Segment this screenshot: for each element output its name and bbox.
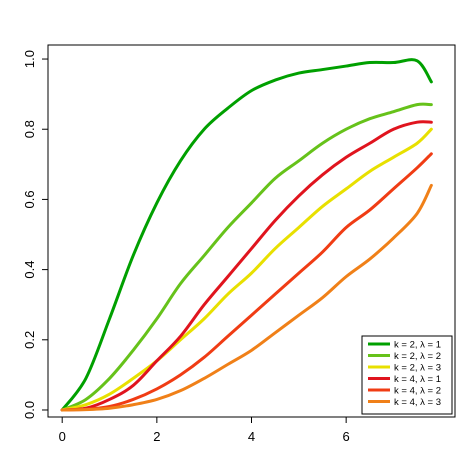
y-tick-label: 0.2 — [22, 331, 37, 349]
series-line-4 — [60, 120, 433, 412]
legend: k = 2, λ = 1k = 2, λ = 2k = 2, λ = 3k = … — [361, 335, 453, 415]
y-tick-label: 0.8 — [22, 120, 37, 138]
series-line-2 — [60, 102, 433, 412]
legend-label: k = 4, λ = 3 — [394, 397, 441, 408]
legend-label: k = 2, λ = 2 — [394, 351, 441, 362]
y-tick-label: 0.0 — [22, 401, 37, 419]
y-tick-label: 0.4 — [22, 261, 37, 279]
legend-label: k = 2, λ = 1 — [394, 340, 441, 351]
series-layer — [60, 58, 433, 412]
legend-label: k = 2, λ = 3 — [394, 363, 441, 374]
x-tick-label: 0 — [59, 429, 66, 444]
y-axis: 0.0 0.2 0.4 0.6 0.8 1.0 — [22, 50, 48, 419]
series-line-5 — [60, 152, 433, 412]
series-line-6 — [60, 183, 433, 412]
x-axis: 0 2 4 6 — [59, 417, 350, 444]
x-tick-label: 6 — [343, 429, 350, 444]
legend-label: k = 4, λ = 1 — [394, 374, 441, 385]
x-tick-label: 2 — [153, 429, 160, 444]
x-tick-label: 4 — [248, 429, 255, 444]
y-tick-label: 1.0 — [22, 50, 37, 68]
series-line-3 — [60, 127, 433, 412]
y-tick-label: 0.6 — [22, 190, 37, 208]
legend-label: k = 4, λ = 2 — [394, 386, 441, 397]
series-line-1 — [60, 58, 433, 412]
